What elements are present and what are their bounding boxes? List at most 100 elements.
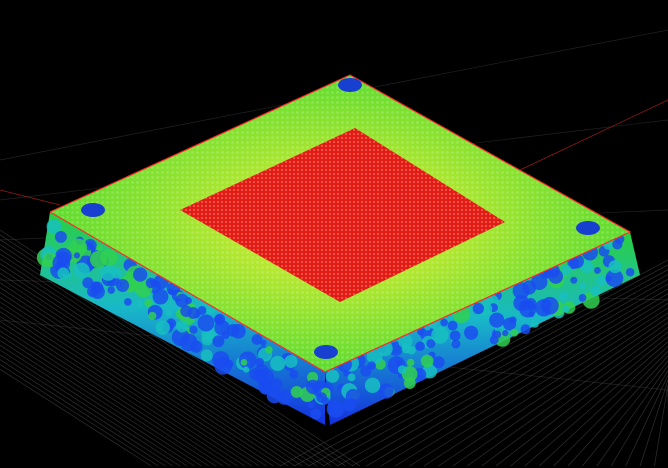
point-blob (90, 284, 105, 299)
point-blob (145, 277, 157, 289)
point-blob (364, 377, 381, 394)
corner-hole-right (576, 221, 600, 235)
grid-line (380, 293, 668, 467)
point-blob (440, 318, 448, 327)
point-blob (85, 242, 94, 251)
grid-line (0, 263, 310, 467)
point-blob (155, 320, 170, 335)
grid-line (0, 282, 281, 467)
point-blob (307, 401, 315, 409)
point-blob (96, 244, 103, 252)
point-blob (152, 288, 169, 305)
point-blob (270, 378, 283, 391)
point-blob (540, 296, 559, 315)
grid-line (0, 306, 245, 467)
point-blob (512, 282, 530, 300)
point-blob (398, 334, 413, 349)
point-blob (206, 305, 215, 315)
grid-line (0, 301, 253, 467)
point-blob (378, 383, 394, 399)
point-blob (224, 359, 234, 369)
grid-line (639, 379, 668, 467)
grid-line (438, 312, 668, 467)
point-blob (265, 345, 273, 354)
point-blob (605, 269, 624, 287)
grid-line (466, 322, 668, 467)
grid-line (495, 331, 668, 467)
point-blob (290, 385, 303, 398)
point-blob (447, 320, 458, 331)
grid-line (0, 287, 274, 467)
point-blob (107, 286, 116, 294)
point-blob (243, 366, 250, 373)
point-blob (200, 349, 213, 362)
grid-line (596, 365, 668, 467)
point-blob (111, 267, 123, 279)
grid-line (553, 350, 668, 467)
point-blob (270, 355, 286, 372)
grid-line (510, 336, 668, 467)
point-blob (82, 277, 94, 289)
point-blob (559, 291, 568, 301)
grid-line (519, 99, 668, 171)
point-blob (360, 365, 372, 377)
grid-line (395, 298, 668, 467)
point-blob (578, 293, 587, 302)
grid-line (0, 354, 173, 467)
grid-line (0, 340, 195, 467)
slab-edge (49, 74, 632, 373)
grid-line (323, 274, 668, 467)
point-blob (625, 267, 635, 277)
point-blob (73, 262, 90, 279)
point-blob (176, 320, 189, 333)
grid-line (625, 375, 668, 467)
grid-line (308, 269, 668, 467)
point-blob (100, 249, 118, 267)
point-blob (230, 323, 246, 339)
point-blob (562, 305, 570, 313)
grid-line (0, 272, 296, 467)
point-blob (426, 339, 436, 349)
point-blob (52, 254, 71, 272)
grid-line (0, 292, 267, 467)
point-blob (432, 356, 445, 369)
point-blob (472, 302, 484, 315)
grid-line (0, 311, 238, 467)
point-blob (595, 275, 607, 287)
point-blob (189, 325, 198, 334)
point-blob (316, 392, 327, 403)
point-blob (54, 230, 67, 243)
point-blob (73, 252, 81, 259)
corner-hole-left (81, 203, 105, 217)
grid-line (337, 278, 668, 467)
point-blob (520, 324, 531, 335)
grid-line (0, 364, 159, 467)
point-blob (124, 298, 132, 306)
corner-hole-bottom (314, 345, 338, 359)
point-blob (493, 330, 502, 339)
point-blob (345, 388, 361, 404)
grid-line (366, 288, 668, 467)
grid-line (0, 330, 209, 467)
point-blob (608, 260, 622, 274)
grid-line (582, 360, 668, 467)
point-blob (201, 328, 215, 342)
point-blob (214, 320, 230, 336)
point-blob (251, 334, 263, 345)
grid-line (351, 283, 668, 467)
grid-line (0, 316, 231, 467)
point-blob (325, 369, 340, 383)
point-blob (401, 344, 411, 354)
point-blob (289, 369, 299, 379)
point-blob (133, 267, 148, 282)
grid-line (0, 320, 224, 467)
point-blob (240, 359, 248, 366)
grid-line (409, 302, 668, 467)
grid-line (567, 355, 668, 467)
point-blob (464, 325, 479, 340)
point-blob (284, 354, 298, 368)
point-blob (449, 330, 461, 342)
point-blob (415, 341, 425, 352)
grid-line (0, 368, 152, 467)
